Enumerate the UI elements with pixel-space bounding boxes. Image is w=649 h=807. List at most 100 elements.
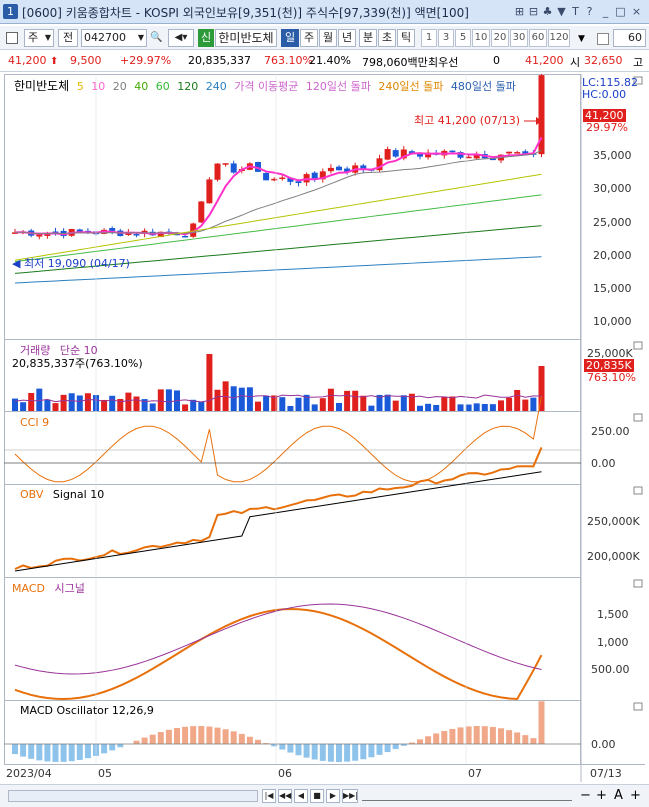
oscillator-bar [295, 744, 302, 756]
last-price-tag: 41,200 [583, 109, 626, 122]
period-minute-button[interactable]: 분 [359, 29, 377, 47]
stop-button[interactable]: ■ [310, 789, 324, 803]
volume-tick: 25,000K [587, 347, 633, 360]
close-icon[interactable]: × [631, 5, 642, 18]
volume-bar [392, 400, 399, 411]
volume-bar [506, 397, 513, 411]
split-icon[interactable]: ⊟ [528, 5, 539, 18]
cci-title: CCI 9 [20, 416, 50, 429]
ma-60-label: 60 [155, 80, 170, 93]
market-all-button[interactable]: 전 [58, 29, 78, 47]
oscillator-bar [457, 727, 464, 744]
zoom-out-button[interactable]: − [580, 788, 591, 803]
dropdown-icon[interactable]: ▼ [557, 5, 566, 18]
price-tick: 20,000 [593, 249, 632, 262]
minute-60-button[interactable]: 60 [529, 29, 547, 47]
help-icon[interactable]: ? [586, 5, 593, 18]
speaker-icon[interactable]: ◀▾ [168, 29, 194, 47]
price-tick: 10,000 [593, 315, 632, 328]
panel-close-icon [633, 579, 643, 588]
option-box-icon[interactable] [597, 33, 609, 45]
minute-5-button[interactable]: 5 [455, 29, 471, 47]
low-arrow-icon: ◀ [12, 257, 21, 270]
market-select[interactable]: 주 ▼ [24, 29, 54, 47]
minute-30-button[interactable]: 30 [510, 29, 528, 47]
rewind-button[interactable]: ◀◀ [278, 789, 292, 803]
ma-240-line [14, 225, 542, 274]
volume-bar [327, 388, 334, 411]
oscillator-bar [76, 744, 83, 760]
oscillator-bar [417, 739, 423, 744]
candle-body [263, 172, 270, 181]
minute-dropdown-icon[interactable]: ▼ [578, 34, 585, 44]
count-input[interactable]: 60 [613, 29, 646, 47]
period-year-button[interactable]: 년 [338, 29, 356, 47]
scroll-track[interactable] [8, 790, 258, 802]
minute-3-button[interactable]: 3 [438, 29, 454, 47]
minute-20-button[interactable]: 20 [491, 29, 509, 47]
candle-body [319, 171, 326, 180]
ma-60-line [14, 173, 542, 261]
oscillator-bar [303, 744, 310, 758]
search-icon[interactable]: 🔍 [150, 32, 163, 43]
stock-code-input[interactable]: 042700 ▼ [81, 29, 147, 47]
chart-area[interactable]: 한미반도체 5 10 20 40 60 120 240 가격 이동평균 120일… [4, 74, 645, 782]
club-icon[interactable]: ♣ [542, 5, 553, 18]
period-tick-button[interactable]: 틱 [397, 29, 415, 47]
oscillator-bar [190, 726, 197, 744]
overlay-240-label: 240일선 돌파 [378, 80, 444, 93]
chart-canvas[interactable] [4, 74, 645, 782]
first-button[interactable]: |◀ [262, 789, 276, 803]
period-week-button[interactable]: 주 [300, 29, 318, 47]
panel-close-icon [633, 413, 643, 422]
volume-bar [489, 404, 496, 411]
oscillator-bar [287, 744, 294, 753]
minute-120-button[interactable]: 120 [548, 29, 570, 47]
oscillator-bar [255, 739, 261, 744]
ma-10-label: 10 [91, 80, 106, 93]
candle-body [36, 234, 43, 237]
volume-ratio: 763.10% [264, 54, 313, 67]
last-button[interactable]: ▶▶| [342, 789, 358, 803]
macd-signal-line [14, 603, 542, 675]
prev-button[interactable]: ◀ [294, 789, 308, 803]
maximize-icon[interactable]: □ [615, 5, 626, 18]
oscillator-bar [149, 734, 156, 744]
add-button[interactable]: + [630, 788, 641, 803]
chart-toolbar: 주 ▼ 전 042700 ▼ 🔍 ◀▾ 신 한미반도체 일 주 월 년 분 초 틱 … [0, 26, 649, 50]
volume-sub: 단순 10 [59, 344, 98, 357]
candle-body [311, 172, 318, 181]
panel-close-icon [633, 341, 643, 350]
oscillator-bar [238, 733, 245, 744]
zoom-slider[interactable] [362, 791, 572, 801]
oscillator-bar [449, 728, 456, 744]
volume-bar [109, 395, 116, 411]
minute-1-button[interactable]: 1 [421, 29, 437, 47]
low-annotation: ◀ 최저 19,090 (04/17) [12, 257, 130, 270]
candle-body [214, 163, 221, 180]
minute-10-button[interactable]: 10 [472, 29, 490, 47]
volume-value-label: 20,835,337주(763.10%) [12, 357, 143, 370]
volume-bar [303, 394, 310, 411]
volume-bar [514, 389, 521, 411]
candle-body [182, 235, 189, 238]
osc-tick: 0.00 [591, 738, 616, 751]
text-icon[interactable]: T [572, 5, 579, 18]
oscillator-bar [376, 744, 383, 755]
period-second-button[interactable]: 초 [378, 29, 396, 47]
layout-icon[interactable]: ⊞ [514, 5, 525, 18]
minimize-icon[interactable]: _ [602, 5, 609, 18]
ma-5-label: 5 [76, 80, 84, 93]
grid-toggle-icon[interactable] [6, 32, 18, 44]
volume-bar [311, 404, 318, 411]
ma-5-line [14, 136, 543, 236]
period-day-button[interactable]: 일 [281, 29, 299, 47]
period-month-button[interactable]: 월 [319, 29, 337, 47]
oscillator-bar [384, 744, 391, 753]
next-button[interactable]: ▶ [326, 789, 340, 803]
zoom-in-button[interactable]: + [596, 788, 607, 803]
candle-body [465, 156, 472, 159]
x-tick: 07 [468, 767, 482, 780]
auto-button[interactable]: A [614, 788, 623, 803]
open-label: 시 [570, 56, 581, 69]
